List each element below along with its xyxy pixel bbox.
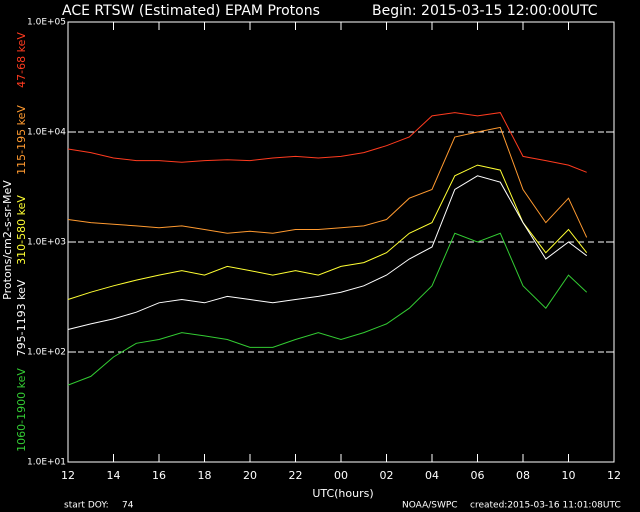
x-tick-label: 04 — [425, 469, 439, 482]
y-tick-label: 1.0E+01 — [27, 458, 66, 468]
x-tick-label: 16 — [152, 469, 166, 482]
x-tick-label: 22 — [289, 469, 303, 482]
legend-label: 115-195 keV — [15, 105, 28, 175]
x-tick-label: 06 — [471, 469, 485, 482]
x-tick-label: 00 — [334, 469, 348, 482]
footer-source: NOAA/SWPC — [402, 501, 458, 511]
footer-created: created:2015-03-16 11:01:08UTC — [470, 501, 621, 511]
y-tick-label: 1.0E+02 — [27, 348, 66, 358]
x-tick-label: 12 — [61, 469, 75, 482]
x-tick-label: 02 — [380, 469, 394, 482]
x-tick-label: 20 — [243, 469, 257, 482]
footer-doy: 74 — [122, 501, 134, 511]
x-axis-label: UTC(hours) — [312, 487, 373, 500]
x-tick-label: 14 — [107, 469, 121, 482]
legend-label: 310-580 keV — [15, 195, 28, 265]
series-line — [67, 126, 588, 238]
y-tick-label: 1.0E+05 — [27, 18, 66, 28]
chart-subtitle: Begin: 2015-03-15 12:00:00UTC — [372, 3, 598, 19]
x-tick-label: 10 — [562, 469, 576, 482]
legend-label: 1060-1900 keV — [15, 368, 28, 452]
series-line — [67, 232, 588, 386]
series-line — [67, 164, 588, 300]
legend-label: 47-68 keV — [15, 32, 28, 88]
y-tick-label: 1.0E+03 — [27, 238, 66, 248]
chart-title: ACE RTSW (Estimated) EPAM Protons — [62, 3, 320, 19]
legend-label: 795-1193 keV — [15, 279, 28, 356]
footer-label: start DOY: — [64, 501, 109, 511]
y-axis-label: Protons/cm2-s-sr-MeV — [1, 180, 14, 300]
series-line — [67, 112, 587, 173]
x-tick-label: 08 — [516, 469, 530, 482]
series-line — [67, 175, 588, 330]
y-tick-label: 1.0E+04 — [27, 128, 66, 138]
x-tick-label: 12 — [607, 469, 621, 482]
x-tick-label: 18 — [198, 469, 212, 482]
